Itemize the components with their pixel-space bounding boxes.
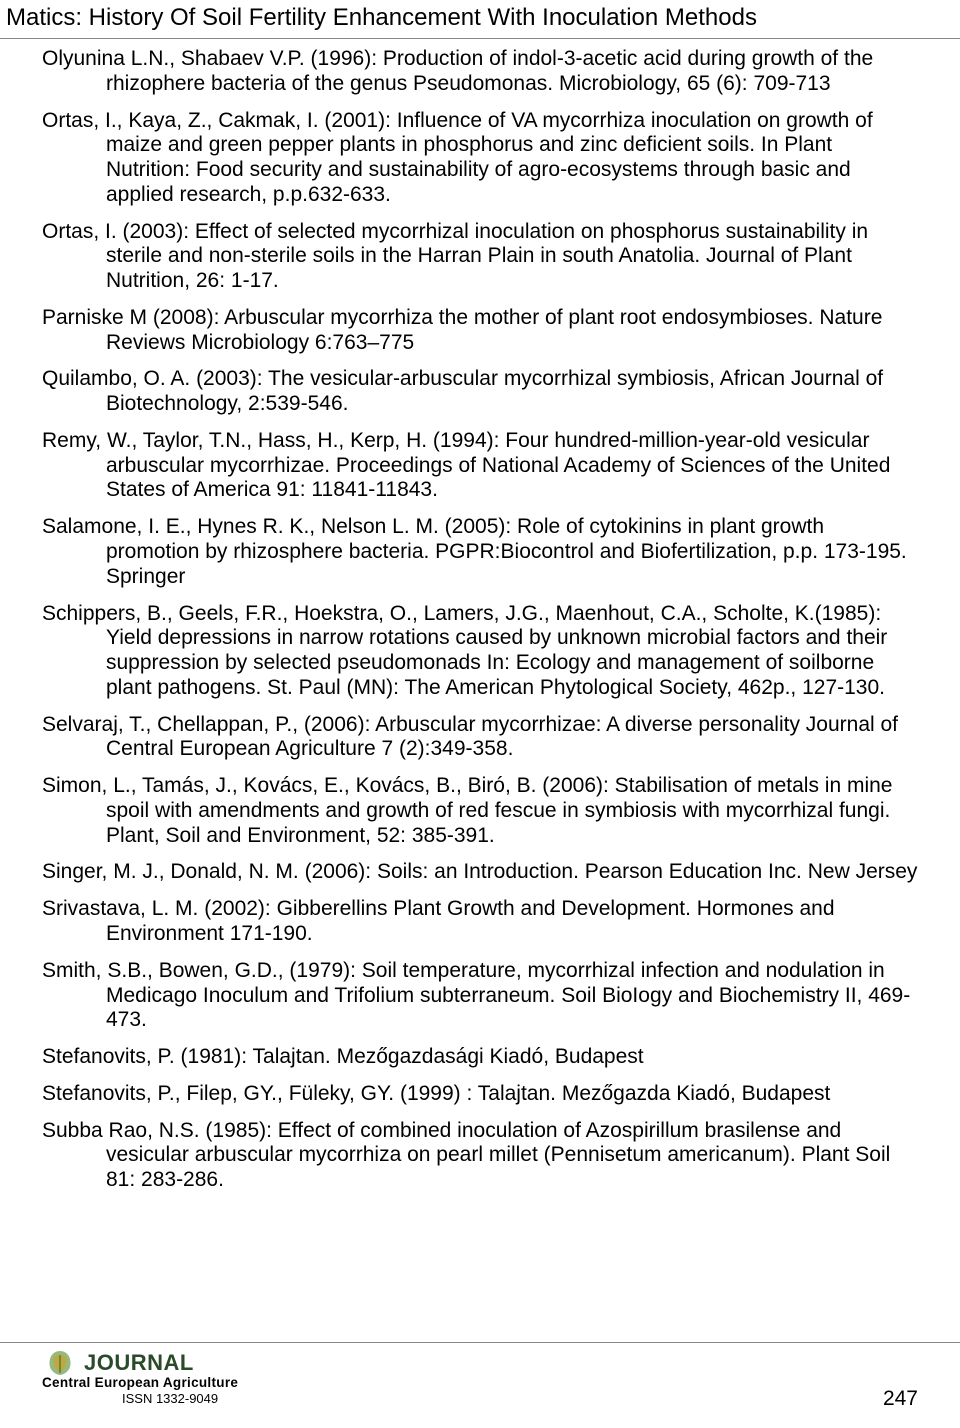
journal-subtitle: Central European Agriculture	[42, 1375, 238, 1390]
reference-item: Stefanovits, P., Filep, GY., Füleky, GY.…	[42, 1082, 918, 1107]
page-number: 247	[883, 1349, 918, 1411]
reference-item: Salamone, I. E., Hynes R. K., Nelson L. …	[42, 515, 918, 589]
issn-number: ISSN 1332-9049	[122, 1391, 218, 1406]
reference-item: Selvaraj, T., Chellappan, P., (2006): Ar…	[42, 713, 918, 763]
reference-item: Schippers, B., Geels, F.R., Hoekstra, O.…	[42, 602, 918, 701]
journal-logo-icon	[42, 1349, 78, 1377]
reference-item: Singer, M. J., Donald, N. M. (2006): Soi…	[42, 860, 918, 885]
reference-item: Simon, L., Tamás, J., Kovács, E., Kovács…	[42, 774, 918, 848]
running-header: Matics: History Of Soil Fertility Enhanc…	[0, 0, 960, 39]
reference-item: Olyunina L.N., Shabaev V.P. (1996): Prod…	[42, 47, 918, 97]
journal-name: JOURNAL	[84, 1350, 194, 1376]
reference-item: Ortas, I. (2003): Effect of selected myc…	[42, 220, 918, 294]
reference-item: Ortas, I., Kaya, Z., Cakmak, I. (2001): …	[42, 109, 918, 208]
reference-item: Subba Rao, N.S. (1985): Effect of combin…	[42, 1119, 918, 1193]
page-footer: JOURNAL Central European Agriculture ISS…	[0, 1342, 960, 1428]
reference-item: Smith, S.B., Bowen, G.D., (1979): Soil t…	[42, 959, 918, 1033]
reference-item: Remy, W., Taylor, T.N., Hass, H., Kerp, …	[42, 429, 918, 503]
reference-item: Stefanovits, P. (1981): Talajtan. Mezőga…	[42, 1045, 918, 1070]
reference-item: Quilambo, O. A. (2003): The vesicular-ar…	[42, 367, 918, 417]
reference-item: Parniske M (2008): Arbuscular mycorrhiza…	[42, 306, 918, 356]
reference-item: Srivastava, L. M. (2002): Gibberellins P…	[42, 897, 918, 947]
references-list: Olyunina L.N., Shabaev V.P. (1996): Prod…	[0, 39, 960, 1193]
journal-branding: JOURNAL Central European Agriculture ISS…	[42, 1349, 238, 1406]
